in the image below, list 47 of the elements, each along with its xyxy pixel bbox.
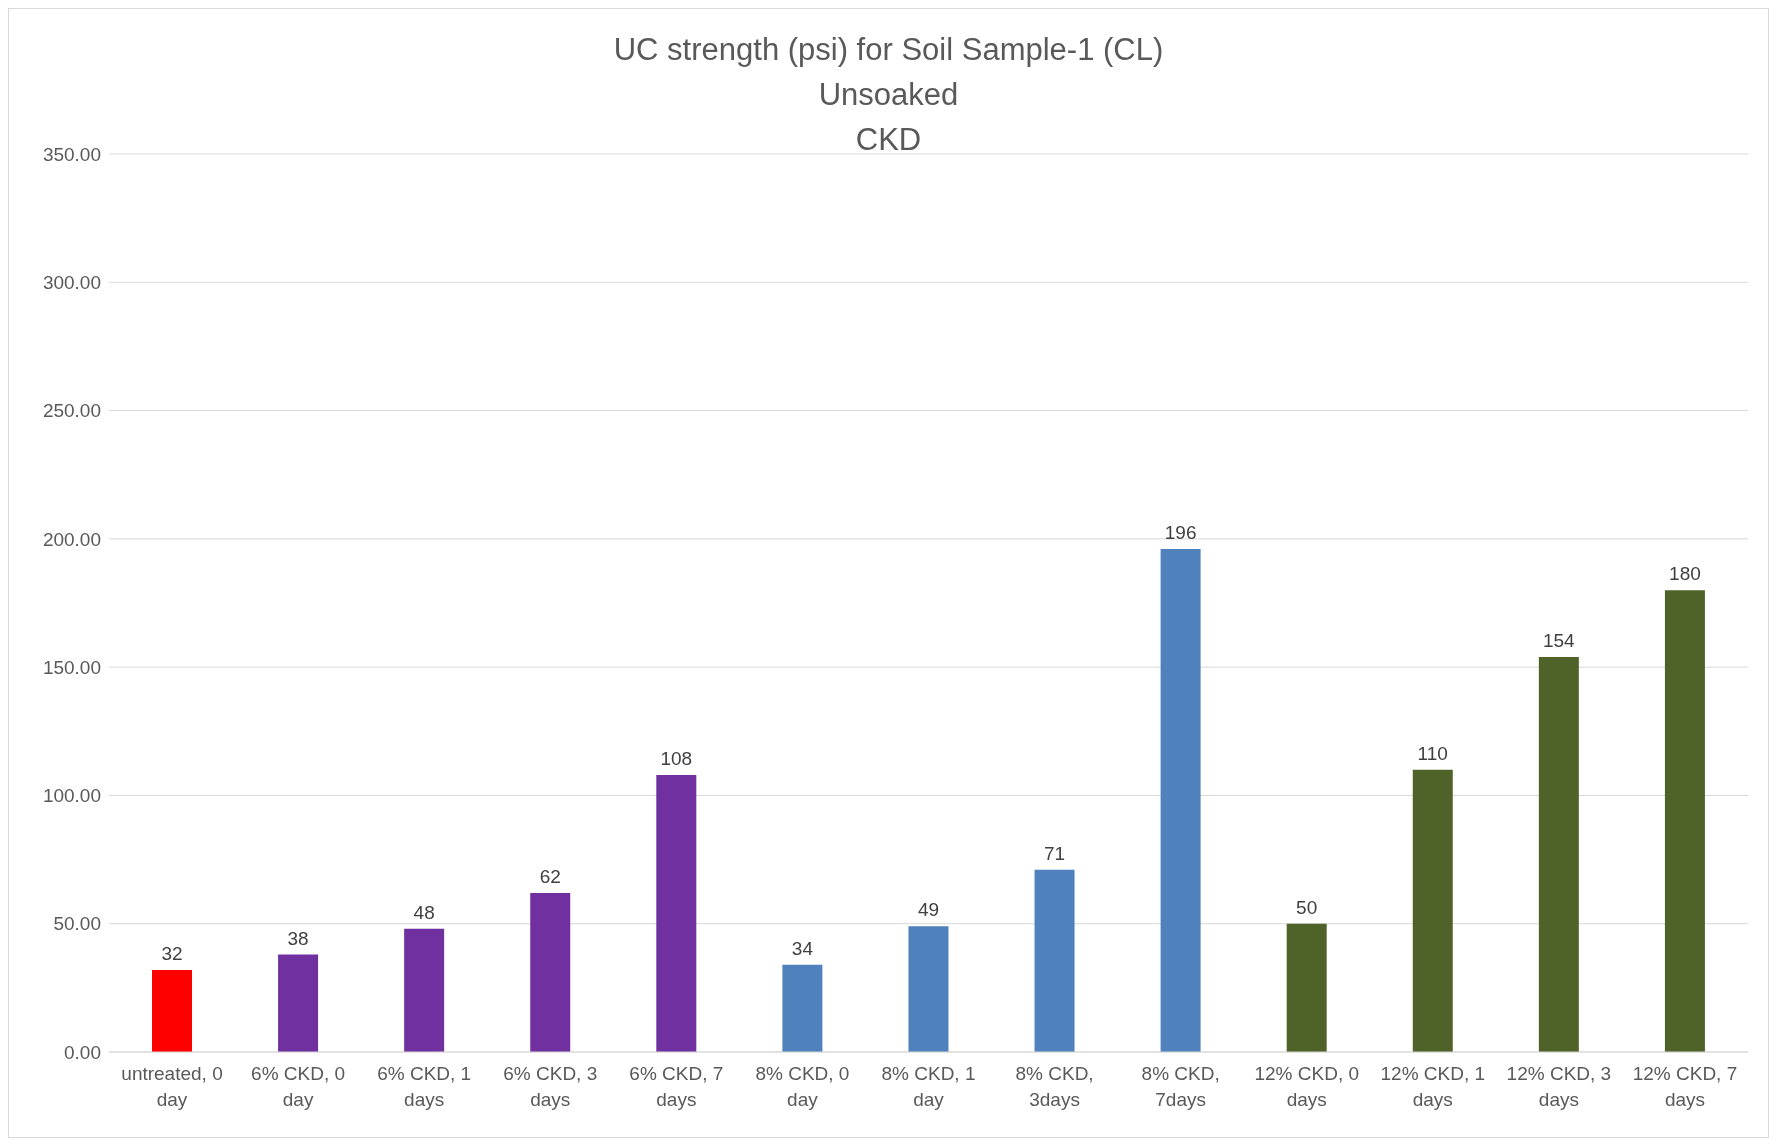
x-tick-label: 6% CKD, 1 days <box>377 1063 472 1110</box>
y-tick-label: 300.00 <box>42 272 101 294</box>
bar <box>1664 590 1705 1052</box>
x-tick-label: 12% CKD, 3 days <box>1506 1063 1612 1110</box>
x-tick-label: 12% CKD, 7 days <box>1632 1063 1738 1110</box>
y-tick-label: 150.00 <box>42 656 101 678</box>
x-tick-label: 8% CKD, 0 day <box>755 1063 850 1110</box>
bar <box>1034 869 1075 1052</box>
y-tick-label: 100.00 <box>42 785 101 807</box>
bar <box>782 964 823 1052</box>
data-label: 154 <box>1542 629 1576 651</box>
bar <box>1538 656 1579 1052</box>
bar <box>1412 769 1453 1052</box>
y-tick-label: 0.00 <box>64 1041 101 1063</box>
x-tick-label: 12% CKD, 1 days <box>1380 1063 1486 1110</box>
bar <box>530 892 571 1052</box>
y-tick-label: 250.00 <box>42 400 101 422</box>
data-label: 196 <box>1164 522 1197 544</box>
data-label: 50 <box>1296 896 1318 918</box>
data-label: 108 <box>660 747 693 769</box>
bar <box>1286 923 1327 1052</box>
data-label: 71 <box>1043 842 1066 864</box>
bar <box>278 954 319 1052</box>
x-tick-label: 8% CKD, 1 day <box>881 1063 976 1110</box>
y-tick-label: 200.00 <box>42 528 101 550</box>
bar <box>656 774 697 1052</box>
x-tick-label: 8% CKD, 3days <box>1015 1063 1094 1110</box>
x-tick-label: 8% CKD, 7days <box>1141 1063 1220 1110</box>
bar <box>404 928 445 1052</box>
x-tick-label: 12% CKD, 0 days <box>1254 1063 1359 1110</box>
data-label: 62 <box>539 865 561 887</box>
x-tick-label: 6% CKD, 7 days <box>629 1063 724 1110</box>
data-label: 32 <box>161 942 183 964</box>
bar <box>152 969 192 1052</box>
data-label: 34 <box>791 937 814 959</box>
x-tick-label: 6% CKD, 0 day <box>251 1063 346 1110</box>
data-label: 49 <box>917 899 940 921</box>
data-label: 180 <box>1669 563 1701 585</box>
bar <box>1160 549 1201 1052</box>
y-tick-label: 50.00 <box>53 913 101 935</box>
x-tick-label: 6% CKD, 3 days <box>503 1063 598 1110</box>
data-label: 110 <box>1417 742 1448 764</box>
y-tick-label: 350.00 <box>42 143 101 165</box>
data-label: 48 <box>413 901 435 923</box>
data-label: 38 <box>287 927 309 949</box>
x-tick-label: untreated, 0 day <box>121 1063 223 1110</box>
bar <box>908 926 949 1052</box>
